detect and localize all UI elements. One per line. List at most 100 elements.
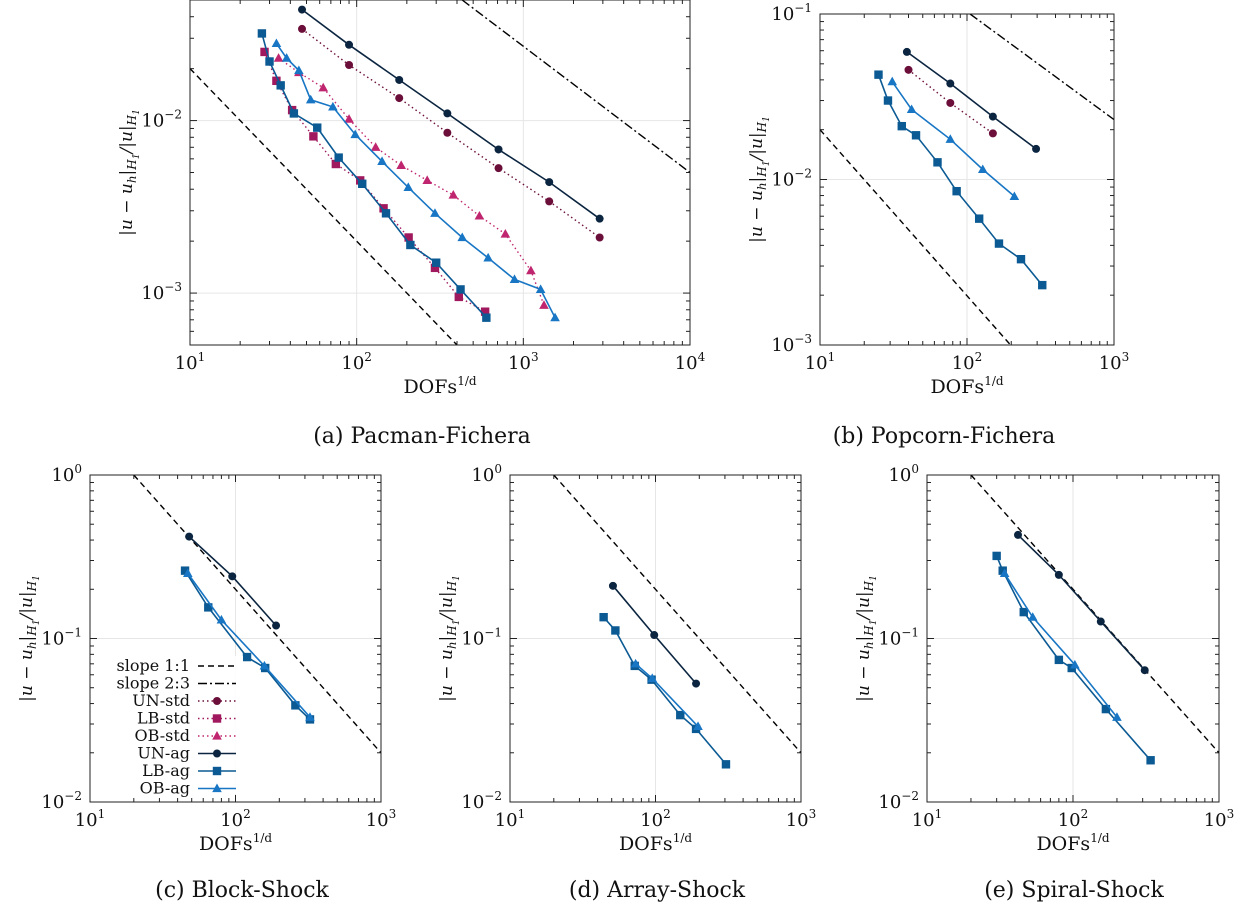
x-tick-label-exp: 3: [531, 350, 539, 364]
data-point: [456, 285, 465, 294]
y-tick-label-base: 10: [888, 465, 911, 486]
x-axis-label: DOFs1/d: [619, 831, 692, 855]
legend-label: UN-std: [132, 691, 190, 710]
x-tick-label-base: 10: [912, 810, 935, 831]
data-point: [1009, 191, 1020, 201]
x-axis-label-base: DOFs: [1036, 833, 1090, 855]
data-point: [692, 679, 701, 688]
data-point: [539, 300, 549, 309]
series-layer: [970, 475, 1219, 765]
legend-label: LB-std: [137, 709, 190, 728]
y-axis-label: |u − uh|H1/|u|H1: [854, 575, 879, 702]
data-point: [395, 75, 404, 84]
data-point: [298, 24, 307, 33]
data-point: [298, 5, 307, 14]
x-tick-label: 102: [1058, 807, 1089, 831]
data-point: [204, 603, 213, 612]
data-point: [318, 82, 329, 92]
data-point: [911, 131, 921, 140]
data-point: [276, 81, 285, 90]
data-point: [377, 156, 387, 165]
data-point: [259, 660, 270, 670]
x-tick-label-base: 10: [508, 353, 531, 374]
data-point: [647, 673, 658, 683]
y-tick-label-exp: −1: [794, 1, 812, 15]
y-tick-label: 10−2: [878, 789, 919, 813]
y-axis-label: |u − uh|H1/|u|H1: [17, 575, 42, 702]
data-point: [454, 292, 463, 302]
data-point: [945, 134, 956, 143]
x-axis-label-base: DOFs: [199, 833, 253, 855]
y-tick-label-base: 10: [141, 111, 164, 132]
x-tick-label-exp: 3: [1122, 350, 1130, 364]
data-point: [545, 178, 554, 187]
y-tick-label: 10−1: [461, 626, 502, 650]
y-tick-label: 10−3: [141, 280, 182, 304]
legend-label: LB-ag: [142, 761, 190, 780]
data-point: [611, 626, 620, 635]
data-point: [946, 98, 955, 107]
data-point: [228, 572, 237, 581]
data-point: [998, 566, 1007, 575]
data-point: [406, 240, 415, 250]
data-point: [874, 70, 883, 79]
x-tick-label-exp: 1: [198, 350, 206, 364]
plot-frame: [819, 13, 1115, 346]
x-axis-label-base: DOFs: [403, 376, 457, 398]
data-point: [1016, 254, 1026, 264]
data-point: [216, 614, 227, 624]
x-tick-label-exp: 2: [243, 807, 251, 821]
data-point: [289, 109, 299, 118]
series-line-slope 2:3: [461, 0, 690, 174]
panel-caption: (a) Pacman-Fichera: [313, 424, 531, 449]
data-point: [974, 214, 984, 223]
data-point: [994, 239, 1004, 248]
data-point: [676, 710, 685, 720]
x-tick-label-exp: 3: [1227, 807, 1235, 821]
y-tick-label: 10−1: [878, 626, 919, 650]
x-axis-label: DOFs1/d: [1036, 831, 1109, 855]
data-point: [1038, 280, 1047, 290]
data-point: [897, 121, 906, 131]
data-point: [999, 568, 1010, 578]
y-tick-label: 10−2: [461, 789, 502, 813]
data-point: [331, 159, 341, 169]
series-line-UN-ag: [906, 51, 1037, 150]
data-point: [1112, 712, 1122, 721]
data-point: [1101, 704, 1111, 714]
x-axis-label: DOFs1/d: [199, 831, 272, 855]
y-tick-label: 10−2: [771, 167, 812, 191]
data-point: [395, 94, 404, 103]
data-point: [595, 214, 604, 223]
y-tick-label-exp: 0: [911, 462, 919, 476]
series-line-OB-ag: [275, 42, 556, 319]
data-point: [1054, 570, 1063, 579]
data-point: [430, 208, 440, 217]
data-point: [403, 182, 414, 191]
x-tick-label: 101: [495, 807, 526, 831]
data-point: [509, 274, 520, 284]
x-tick-label-base: 10: [675, 353, 698, 374]
data-point: [265, 57, 274, 66]
x-tick-label-base: 10: [495, 810, 518, 831]
data-point: [630, 658, 641, 668]
y-tick-label: 10−1: [771, 1, 812, 25]
panel-caption: (c) Block-Shock: [155, 878, 329, 903]
legend-marker: [212, 766, 222, 776]
x-axis-label-exp: 1/d: [673, 831, 693, 845]
data-point: [309, 132, 318, 141]
x-axis-label-exp: 1/d: [984, 374, 1004, 388]
x-tick-label-base: 10: [75, 810, 98, 831]
x-axis-label-base: DOFs: [619, 833, 673, 855]
data-point: [474, 210, 485, 220]
series-layer: [133, 475, 381, 754]
data-point: [480, 307, 490, 316]
y-tick-label-base: 10: [461, 792, 484, 813]
data-point: [350, 129, 361, 139]
data-point: [344, 114, 354, 123]
x-axis-label: DOFs1/d: [930, 374, 1003, 398]
panel-caption: (e) Spiral-Shock: [984, 878, 1164, 903]
data-point: [952, 186, 961, 196]
